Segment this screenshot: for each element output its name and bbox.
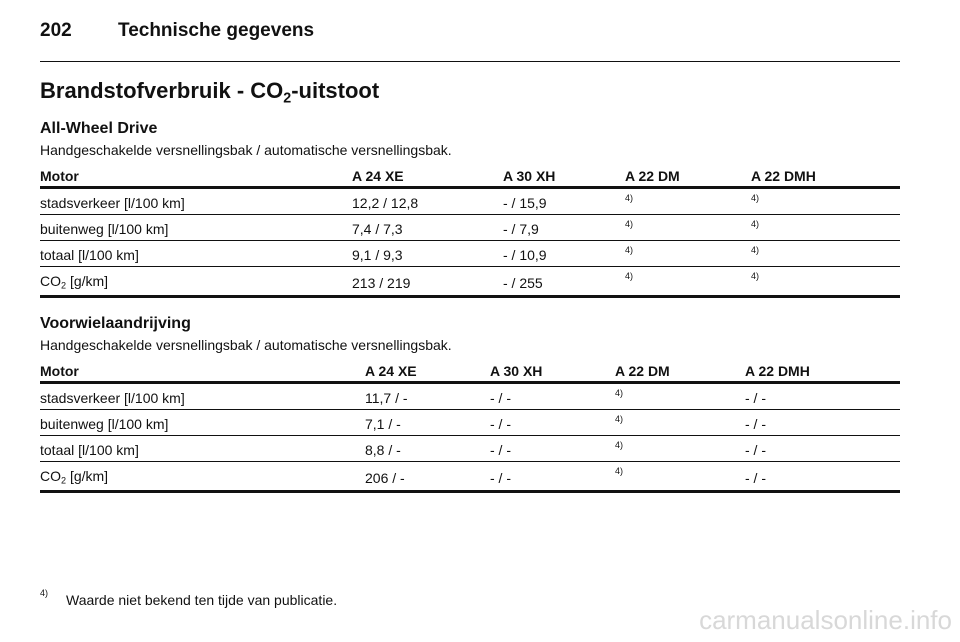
- footnote-marker: 4): [40, 588, 49, 598]
- row-rule: [40, 435, 900, 436]
- cell-value: 7,4 / 7,3: [352, 221, 403, 237]
- label-part: 2: [61, 475, 67, 486]
- row-rule: [40, 240, 900, 241]
- row-rule: [40, 409, 900, 410]
- row-label: buitenweg [l/100 km]: [40, 416, 168, 432]
- column-header: A 24 XE: [365, 363, 417, 379]
- footnote-ref: 4): [615, 414, 624, 424]
- row-label: stadsverkeer [l/100 km]: [40, 390, 185, 406]
- page-number: 202: [40, 20, 72, 41]
- label-part: totaal [l/100 km]: [40, 442, 139, 458]
- cell-value: - / -: [490, 470, 511, 486]
- label-part: buitenweg [l/100 km]: [40, 416, 169, 432]
- column-header: A 30 XH: [490, 363, 543, 379]
- row-label: CO2 [g/km]: [40, 273, 109, 291]
- column-header: A 30 XH: [503, 168, 556, 184]
- column-header: A 22 DM: [625, 168, 680, 184]
- label-part: 2: [61, 280, 67, 291]
- row-label: CO2 [g/km]: [40, 468, 109, 486]
- footnote-ref: 4): [751, 193, 760, 203]
- heading: Brandstofverbruik - CO2-uitstoot: [40, 78, 380, 107]
- row-rule: [40, 266, 900, 267]
- row-label: buitenweg [l/100 km]: [40, 221, 168, 237]
- footnote-ref: 4): [615, 388, 624, 398]
- footnote-text: Waarde niet bekend ten tijde van publica…: [66, 592, 338, 608]
- footnote-ref: 4): [751, 245, 760, 255]
- cell-value: 213 / 219: [352, 275, 411, 291]
- footnote-ref: 4): [751, 271, 760, 281]
- footnote-ref: 4): [615, 440, 624, 450]
- table-rule: [40, 186, 900, 189]
- section-title: All-Wheel Drive: [40, 120, 158, 137]
- heading-text: Brandstofverbruik - CO: [40, 78, 284, 103]
- label-part: [g/km]: [66, 468, 109, 484]
- cell-value: - / -: [490, 442, 511, 458]
- row-rule: [40, 214, 900, 215]
- column-header: A 22 DMH: [745, 363, 810, 379]
- row-rule: [40, 490, 900, 493]
- column-header: Motor: [40, 363, 79, 379]
- footnote-ref: 4): [625, 193, 634, 203]
- column-header: A 22 DM: [615, 363, 670, 379]
- footnote-ref: 4): [751, 219, 760, 229]
- label-part: stadsverkeer [l/100 km]: [40, 195, 185, 211]
- cell-value: 206 / -: [365, 470, 405, 486]
- column-header: Motor: [40, 168, 79, 184]
- row-label: stadsverkeer [l/100 km]: [40, 195, 185, 211]
- cell-value: - / 10,9: [503, 247, 547, 263]
- footnote-ref: 4): [625, 219, 634, 229]
- cell-value: - / -: [490, 416, 511, 432]
- column-header: A 22 DMH: [751, 168, 816, 184]
- cell-value: - / 15,9: [503, 195, 547, 211]
- section-subtitle: Handgeschakelde versnellingsbak / automa…: [40, 142, 452, 158]
- cell-value: - / 7,9: [503, 221, 539, 237]
- label-part: [g/km]: [66, 273, 109, 289]
- table-rule: [40, 381, 900, 384]
- cell-value: - / -: [745, 416, 766, 432]
- label-part: stadsverkeer [l/100 km]: [40, 390, 185, 406]
- cell-value: - / -: [745, 442, 766, 458]
- cell-value: - / -: [745, 470, 766, 486]
- cell-value: 9,1 / 9,3: [352, 247, 403, 263]
- page-title: Technische gegevens: [118, 20, 315, 41]
- cell-value: 12,2 / 12,8: [352, 195, 419, 211]
- cell-value: 11,7 / -: [365, 390, 408, 406]
- footnote-ref: 4): [625, 245, 634, 255]
- label-part: totaal [l/100 km]: [40, 247, 139, 263]
- watermark: carmanualsonline.info: [699, 605, 952, 635]
- row-label: totaal [l/100 km]: [40, 442, 139, 458]
- row-label: totaal [l/100 km]: [40, 247, 139, 263]
- row-rule: [40, 295, 900, 298]
- heading-sub: 2: [283, 90, 292, 107]
- column-header: A 24 XE: [352, 168, 404, 184]
- heading-text: -uitstoot: [291, 78, 380, 103]
- cell-value: 7,1 / -: [365, 416, 401, 432]
- section-subtitle: Handgeschakelde versnellingsbak / automa…: [40, 337, 452, 353]
- cell-value: 8,8 / -: [365, 442, 401, 458]
- footnote-ref: 4): [625, 271, 634, 281]
- cell-value: - / 255: [503, 275, 543, 291]
- section-title: Voorwielaandrijving: [40, 315, 191, 332]
- footnote-ref: 4): [615, 466, 624, 476]
- label-part: CO: [40, 468, 61, 484]
- cell-value: - / -: [490, 390, 511, 406]
- label-part: buitenweg [l/100 km]: [40, 221, 169, 237]
- cell-value: - / -: [745, 390, 766, 406]
- label-part: CO: [40, 273, 61, 289]
- header-rule: [40, 61, 900, 62]
- row-rule: [40, 461, 900, 462]
